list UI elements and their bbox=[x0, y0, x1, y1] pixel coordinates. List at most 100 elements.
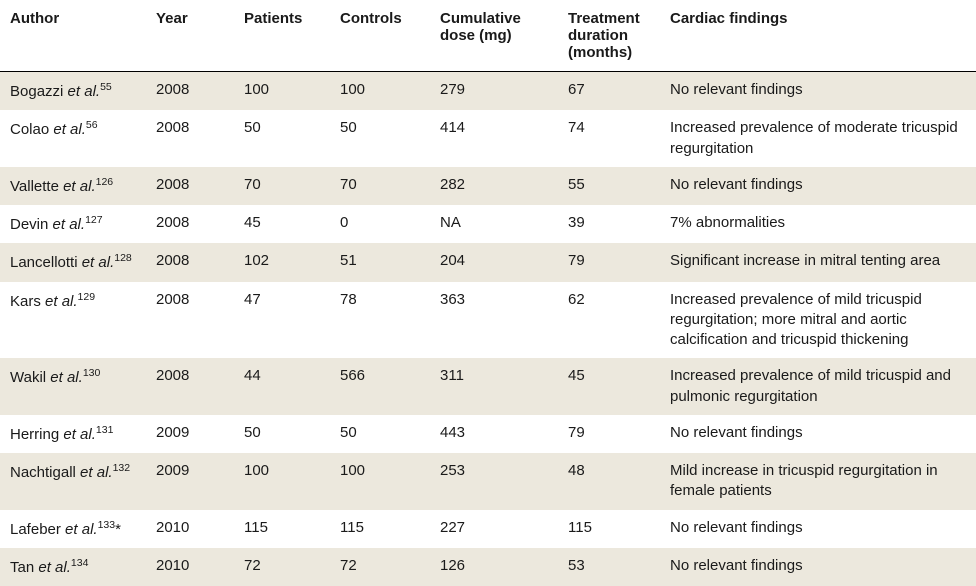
table-row: Lancellotti et al.12820081025120479Signi… bbox=[0, 243, 976, 281]
author-etal: et al. bbox=[53, 216, 86, 233]
table-row: Colao et al.562008505041474Increased pre… bbox=[0, 110, 976, 167]
cell-controls: 0 bbox=[330, 205, 430, 243]
author-etal: et al. bbox=[65, 521, 98, 538]
author-ref: 126 bbox=[96, 176, 114, 188]
author-ref: 131 bbox=[96, 424, 114, 436]
cell-author: Wakil et al.130 bbox=[0, 358, 146, 415]
cell-duration: 79 bbox=[558, 243, 660, 281]
cell-findings: Increased prevalence of mild tricuspid r… bbox=[660, 282, 976, 359]
cell-patients: 70 bbox=[234, 167, 330, 205]
author-ref: 133 bbox=[98, 519, 116, 531]
table-row: Tan et al.1342010727212653No relevant fi… bbox=[0, 548, 976, 586]
cell-author: Lafeber et al.133* bbox=[0, 510, 146, 548]
col-header-patients: Patients bbox=[234, 0, 330, 72]
table-row: Kars et al.1292008477836362Increased pre… bbox=[0, 282, 976, 359]
cell-controls: 100 bbox=[330, 453, 430, 510]
cell-patients: 100 bbox=[234, 453, 330, 510]
table-row: Herring et al.1312009505044379No relevan… bbox=[0, 415, 976, 453]
cell-dose: 279 bbox=[430, 72, 558, 111]
cell-year: 2008 bbox=[146, 358, 234, 415]
cell-duration: 53 bbox=[558, 548, 660, 586]
cell-author: Colao et al.56 bbox=[0, 110, 146, 167]
cell-year: 2009 bbox=[146, 453, 234, 510]
cell-year: 2010 bbox=[146, 510, 234, 548]
cell-author: Kars et al.129 bbox=[0, 282, 146, 359]
cell-duration: 62 bbox=[558, 282, 660, 359]
table-row: Wakil et al.13020084456631145Increased p… bbox=[0, 358, 976, 415]
author-suffix: * bbox=[115, 521, 121, 538]
cell-author: Herring et al.131 bbox=[0, 415, 146, 453]
cell-findings: No relevant findings bbox=[660, 510, 976, 548]
cell-year: 2008 bbox=[146, 243, 234, 281]
cell-duration: 115 bbox=[558, 510, 660, 548]
col-header-findings: Cardiac findings bbox=[660, 0, 976, 72]
cell-author: Devin et al.127 bbox=[0, 205, 146, 243]
cell-controls: 70 bbox=[330, 167, 430, 205]
table-row: Lafeber et al.133*2010115115227115No rel… bbox=[0, 510, 976, 548]
cell-findings: Significant increase in mitral tenting a… bbox=[660, 243, 976, 281]
cell-author: Bogazzi et al.55 bbox=[0, 72, 146, 111]
author-ref: 132 bbox=[113, 462, 131, 474]
cell-author: Tan et al.134 bbox=[0, 548, 146, 586]
table-body: Bogazzi et al.55200810010027967No releva… bbox=[0, 72, 976, 586]
cell-controls: 50 bbox=[330, 110, 430, 167]
author-etal: et al. bbox=[68, 83, 101, 100]
author-etal: et al. bbox=[80, 464, 113, 481]
cell-controls: 115 bbox=[330, 510, 430, 548]
cell-patients: 115 bbox=[234, 510, 330, 548]
author-etal: et al. bbox=[45, 293, 78, 310]
cell-patients: 50 bbox=[234, 110, 330, 167]
cell-controls: 566 bbox=[330, 358, 430, 415]
cell-controls: 72 bbox=[330, 548, 430, 586]
author-base: Nachtigall bbox=[10, 464, 80, 481]
cell-controls: 51 bbox=[330, 243, 430, 281]
cell-patients: 102 bbox=[234, 243, 330, 281]
cell-controls: 78 bbox=[330, 282, 430, 359]
table-header-row: Author Year Patients Controls Cumulative… bbox=[0, 0, 976, 72]
cell-year: 2008 bbox=[146, 167, 234, 205]
author-base: Devin bbox=[10, 216, 53, 233]
cell-year: 2008 bbox=[146, 205, 234, 243]
cell-patients: 44 bbox=[234, 358, 330, 415]
cell-duration: 79 bbox=[558, 415, 660, 453]
table-row: Vallette et al.1262008707028255No releva… bbox=[0, 167, 976, 205]
col-header-year: Year bbox=[146, 0, 234, 72]
cell-year: 2009 bbox=[146, 415, 234, 453]
author-base: Wakil bbox=[10, 369, 50, 386]
cell-controls: 100 bbox=[330, 72, 430, 111]
cell-patients: 50 bbox=[234, 415, 330, 453]
cell-dose: 204 bbox=[430, 243, 558, 281]
author-base: Colao bbox=[10, 121, 53, 138]
cell-patients: 45 bbox=[234, 205, 330, 243]
cell-findings: Mild increase in tricuspid regurgitation… bbox=[660, 453, 976, 510]
author-etal: et al. bbox=[63, 426, 96, 443]
cell-dose: 443 bbox=[430, 415, 558, 453]
cell-author: Vallette et al.126 bbox=[0, 167, 146, 205]
cell-dose: 126 bbox=[430, 548, 558, 586]
cell-duration: 55 bbox=[558, 167, 660, 205]
cell-duration: 39 bbox=[558, 205, 660, 243]
cell-patients: 100 bbox=[234, 72, 330, 111]
col-header-duration: Treatment duration (months) bbox=[558, 0, 660, 72]
cell-patients: 72 bbox=[234, 548, 330, 586]
cell-dose: NA bbox=[430, 205, 558, 243]
cell-dose: 253 bbox=[430, 453, 558, 510]
author-ref: 55 bbox=[100, 81, 112, 93]
author-ref: 134 bbox=[71, 557, 89, 569]
author-ref: 127 bbox=[85, 214, 103, 226]
cell-author: Nachtigall et al.132 bbox=[0, 453, 146, 510]
author-base: Kars bbox=[10, 293, 45, 310]
author-base: Vallette bbox=[10, 178, 63, 195]
author-base: Herring bbox=[10, 426, 63, 443]
col-header-author: Author bbox=[0, 0, 146, 72]
cell-findings: 7% abnormalities bbox=[660, 205, 976, 243]
cell-findings: Increased prevalence of mild tricuspid a… bbox=[660, 358, 976, 415]
author-ref: 130 bbox=[83, 367, 101, 379]
cell-year: 2008 bbox=[146, 110, 234, 167]
table-row: Nachtigall et al.132200910010025348Mild … bbox=[0, 453, 976, 510]
cell-year: 2008 bbox=[146, 72, 234, 111]
cell-findings: No relevant findings bbox=[660, 167, 976, 205]
cell-patients: 47 bbox=[234, 282, 330, 359]
author-base: Bogazzi bbox=[10, 83, 68, 100]
author-etal: et al. bbox=[63, 178, 96, 195]
